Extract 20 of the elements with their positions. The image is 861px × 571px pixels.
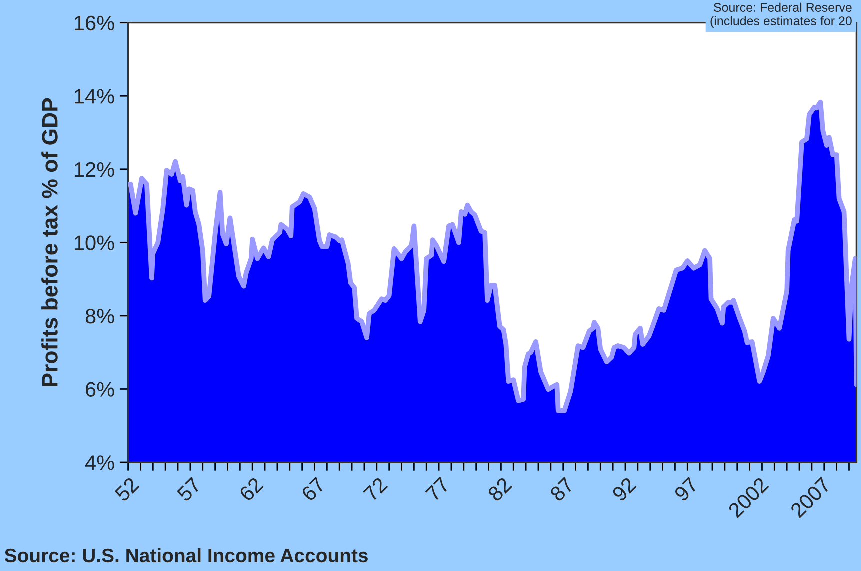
x-tick-label: 92 — [612, 476, 637, 502]
x-tick-label: 67 — [300, 476, 326, 502]
x-tick-label: 87 — [549, 476, 575, 502]
x-tick-label: 52 — [114, 476, 140, 502]
y-tick-label: 12% — [74, 162, 114, 178]
x-tick-label: 72 — [362, 476, 388, 502]
source-note: Source: U.S. National Income Accounts — [4, 548, 368, 563]
x-tick-label: 82 — [487, 476, 513, 502]
y-tick-label: 8% — [86, 308, 114, 324]
y-tick-label: 16% — [74, 16, 114, 31]
annotation: Source: Federal Reserve (includes estimates for 20 — [710, 2, 852, 28]
x-tick-label: 57 — [176, 476, 202, 502]
y-axis-title: Profits before tax % of GDP — [42, 98, 58, 386]
y-tick-label: 14% — [74, 89, 114, 104]
x-tick-label: 77 — [425, 476, 450, 502]
x-tick-label: 62 — [238, 476, 264, 502]
y-tick-label: 4% — [85, 456, 114, 470]
y-tick-label: 10% — [74, 236, 114, 250]
x-tick-label: 97 — [674, 476, 700, 502]
y-tick-label: 6% — [86, 382, 114, 397]
